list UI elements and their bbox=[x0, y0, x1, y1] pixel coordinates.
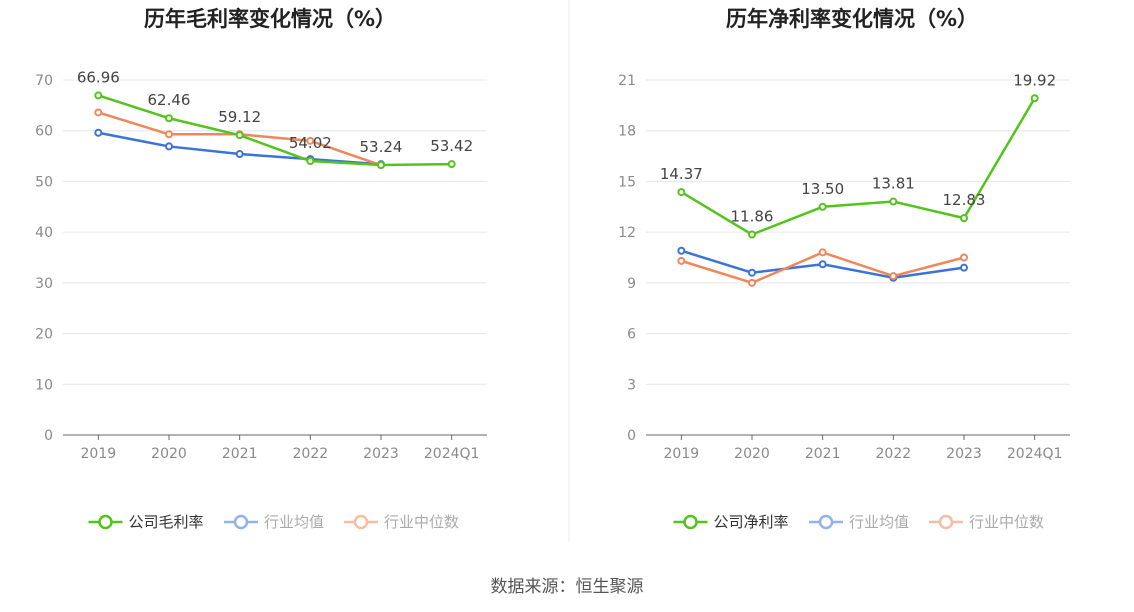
x-tick-label: 2022 bbox=[876, 446, 912, 462]
data-point bbox=[235, 131, 244, 140]
data-label: 53.42 bbox=[430, 137, 473, 155]
x-tick-label: 2019 bbox=[81, 446, 117, 462]
legend-item-industry_avg: 行业均值 bbox=[224, 513, 324, 531]
y-tick-label: 10 bbox=[35, 377, 53, 393]
x-tick-label: 2023 bbox=[946, 446, 982, 462]
legend-label: 行业均值 bbox=[849, 513, 909, 531]
chart-2: 历年净利率变化情况（%） 0 3 6 9 12 15 18 21 2019 2020 2021 2022… bbox=[618, 7, 1070, 531]
y-tick-label: 30 bbox=[35, 276, 53, 292]
data-label: 12.83 bbox=[943, 191, 986, 209]
legend-marker bbox=[233, 514, 249, 530]
series-industry_median bbox=[677, 248, 968, 287]
y-tick-label: 0 bbox=[627, 428, 636, 444]
legend-marker bbox=[353, 514, 369, 530]
data-label: 53.24 bbox=[360, 138, 403, 156]
data-point bbox=[235, 150, 244, 159]
data-point bbox=[306, 136, 315, 145]
x-tick-label: 2021 bbox=[805, 446, 841, 462]
data-point bbox=[1030, 94, 1039, 103]
data-point bbox=[447, 160, 456, 169]
data-label: 62.46 bbox=[148, 91, 191, 109]
data-point bbox=[960, 214, 968, 223]
chart-title: 历年毛利率变化情况（%） bbox=[144, 7, 396, 31]
data-source-footer: 数据来源：恒生聚源 bbox=[490, 577, 644, 597]
legend-label: 行业中位数 bbox=[969, 513, 1044, 531]
data-point bbox=[748, 268, 756, 277]
data-label: 19.92 bbox=[1013, 71, 1056, 89]
y-tick-label: 15 bbox=[618, 174, 636, 190]
x-tick-label: 2021 bbox=[222, 446, 258, 462]
y-tick-label: 0 bbox=[44, 428, 53, 444]
y-tick-label: 3 bbox=[627, 377, 636, 393]
y-tick-label: 12 bbox=[618, 225, 636, 241]
data-point bbox=[165, 114, 173, 123]
y-tick-label: 9 bbox=[627, 276, 636, 292]
legend-label: 公司净利率 bbox=[714, 513, 789, 531]
legend-marker bbox=[683, 514, 698, 530]
x-tick-label: 2024Q1 bbox=[424, 446, 480, 462]
series-company bbox=[677, 94, 1039, 239]
data-point bbox=[677, 188, 686, 197]
x-tick-label: 2022 bbox=[293, 446, 329, 462]
data-point bbox=[960, 253, 968, 262]
data-label: 13.50 bbox=[801, 180, 844, 198]
y-tick-label: 18 bbox=[618, 124, 636, 140]
y-tick-label: 20 bbox=[35, 327, 53, 343]
x-tick-label: 2019 bbox=[664, 446, 700, 462]
x-tick-label: 2020 bbox=[734, 446, 770, 462]
data-point bbox=[306, 157, 315, 166]
legend-label: 公司毛利率 bbox=[129, 513, 204, 531]
legend-label: 行业中位数 bbox=[384, 513, 459, 531]
legend-item-company: 公司净利率 bbox=[673, 513, 789, 531]
series-company bbox=[94, 91, 456, 169]
data-label: 66.96 bbox=[77, 68, 120, 86]
data-point bbox=[94, 128, 103, 137]
data-point bbox=[889, 272, 898, 281]
x-tick-label: 2023 bbox=[363, 446, 399, 462]
legend-item-industry_median: 行业中位数 bbox=[344, 513, 459, 531]
data-point bbox=[748, 278, 756, 287]
data-label: 59.12 bbox=[218, 108, 261, 126]
x-tick-label: 2020 bbox=[151, 446, 187, 462]
legend-label: 行业均值 bbox=[264, 513, 324, 531]
data-point bbox=[677, 256, 686, 265]
series-line-company bbox=[97, 94, 452, 167]
data-label: 13.81 bbox=[872, 175, 915, 193]
y-tick-label: 70 bbox=[35, 73, 53, 89]
data-point bbox=[677, 246, 686, 255]
data-point bbox=[165, 130, 173, 139]
legend-marker bbox=[938, 514, 954, 530]
data-point bbox=[818, 260, 827, 269]
y-tick-label: 40 bbox=[35, 225, 53, 241]
legend-item-industry_median: 行业中位数 bbox=[929, 513, 1044, 531]
y-tick-label: 6 bbox=[627, 327, 636, 343]
data-point bbox=[377, 160, 385, 169]
data-point bbox=[889, 197, 898, 206]
data-point bbox=[818, 202, 827, 211]
y-tick-label: 50 bbox=[35, 174, 53, 190]
data-label: 54.02 bbox=[289, 134, 332, 152]
y-tick-label: 60 bbox=[35, 124, 53, 140]
data-label: 14.37 bbox=[660, 165, 703, 183]
chart-title: 历年净利率变化情况（%） bbox=[726, 7, 978, 31]
legend-marker bbox=[818, 514, 834, 530]
data-point bbox=[94, 108, 103, 117]
legend-item-industry_avg: 行业均值 bbox=[809, 513, 909, 531]
data-point bbox=[94, 91, 103, 100]
data-point bbox=[960, 263, 968, 272]
legend-item-company: 公司毛利率 bbox=[88, 513, 204, 531]
chart-1: 历年毛利率变化情况（%） 0 10 20 30 40 50 60 70 2019 2020 2021 2… bbox=[35, 7, 487, 531]
data-point bbox=[165, 142, 173, 151]
data-label: 11.86 bbox=[731, 208, 774, 226]
legend-marker bbox=[98, 514, 113, 530]
data-point bbox=[748, 230, 756, 239]
legend: 公司净利率 行业均值 行业中位数 bbox=[673, 513, 1044, 531]
data-point bbox=[818, 248, 827, 257]
x-tick-label: 2024Q1 bbox=[1007, 446, 1063, 462]
series-line-company bbox=[680, 97, 1036, 236]
legend: 公司毛利率 行业均值 行业中位数 bbox=[88, 513, 459, 531]
y-tick-label: 21 bbox=[618, 73, 636, 89]
